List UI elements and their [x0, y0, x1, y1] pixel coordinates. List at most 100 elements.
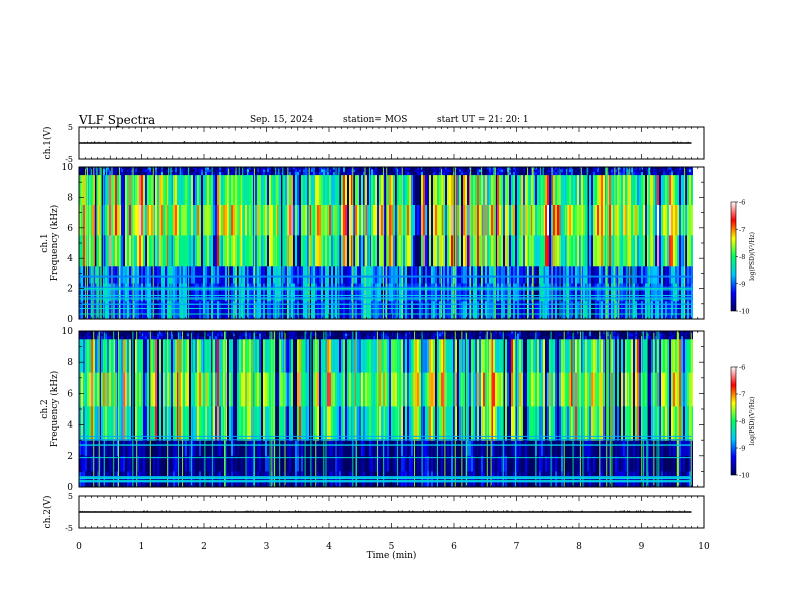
spectrogram-cell — [223, 406, 225, 441]
spectrogram-cell — [549, 265, 551, 285]
spectrogram-cell — [391, 235, 393, 267]
spectrogram-cell — [451, 169, 453, 173]
spectrogram-cell — [257, 301, 259, 320]
spectrogram-cell — [135, 455, 137, 472]
spectrogram-cell — [203, 172, 205, 176]
spectrogram-cell — [265, 406, 267, 441]
spectrogram-cell — [457, 301, 459, 320]
spectrogram-cell — [229, 406, 231, 441]
spectrogram-cell — [651, 265, 653, 285]
spectrogram-cell — [409, 301, 411, 320]
spectrogram-cell — [121, 167, 123, 171]
spectrogram-cell — [477, 235, 479, 267]
spectrogram-cell — [383, 174, 385, 206]
spectrogram-cell — [497, 172, 499, 176]
spectrogram-cell — [503, 169, 505, 173]
spectrogram-cell — [173, 455, 175, 472]
spectrogram-cell — [451, 235, 453, 267]
spectrogram-cell — [567, 172, 569, 176]
spectrogram-cell — [541, 172, 543, 176]
spectrogram-cell — [313, 301, 315, 320]
spectrogram-cell — [311, 338, 313, 374]
spectrogram-cell — [249, 440, 251, 457]
spectrogram-cell — [117, 301, 119, 320]
spectrogram-cell — [305, 265, 307, 285]
spectrogram-cell — [297, 235, 299, 267]
spectrogram-cell — [193, 372, 195, 407]
spectrogram-cell — [333, 301, 335, 320]
spectrogram-cell — [615, 169, 617, 173]
spectrogram-cell — [289, 333, 291, 337]
spectrogram-cell — [163, 172, 165, 176]
spectrogram-cell — [349, 235, 351, 267]
spectrogram-cell — [687, 283, 689, 302]
spectrogram-cell — [589, 174, 591, 206]
spectrogram-cell — [85, 333, 87, 337]
spectrogram-cell — [241, 169, 243, 173]
spectrogram-cell — [247, 336, 249, 340]
spectrogram-cell — [97, 372, 99, 407]
spectrogram-cell — [187, 440, 189, 457]
spectrogram-cell — [341, 167, 343, 171]
spectrogram-cell — [309, 205, 311, 236]
spectrogram-cell — [477, 301, 479, 320]
spectrogram-cell — [329, 283, 331, 302]
spectrogram-cell — [687, 235, 689, 267]
spectrogram-cell — [585, 283, 587, 302]
spectrogram-cell — [241, 336, 243, 340]
spectrogram-cell — [107, 169, 109, 173]
spectrogram-cell — [125, 336, 127, 340]
spectrogram-cell — [267, 406, 269, 441]
spectrogram-cell — [283, 167, 285, 171]
spectrogram-cell — [581, 301, 583, 320]
spectrogram-cell — [109, 440, 111, 457]
spectrogram-cell — [377, 265, 379, 285]
spectrogram-cell — [241, 406, 243, 441]
spectrogram-cell — [127, 331, 129, 335]
spectrogram-cell — [571, 172, 573, 176]
spectrogram-cell — [223, 172, 225, 176]
spectrogram-cell — [167, 205, 169, 236]
spectrogram-cell — [89, 338, 91, 374]
spectrogram-cell — [419, 205, 421, 236]
spectrogram-cell — [297, 336, 299, 340]
spectrogram-cell — [595, 172, 597, 176]
spectrogram-cell — [213, 174, 215, 206]
spectrogram-cell — [491, 235, 493, 267]
spectrogram-cell — [151, 235, 153, 267]
spectrogram-cell — [89, 455, 91, 472]
spectrogram-cell — [83, 174, 85, 206]
spectrogram-cell — [679, 167, 681, 171]
spectrogram-cell — [225, 174, 227, 206]
spectrogram-cell — [95, 372, 97, 407]
spectrogram-cell — [495, 283, 497, 302]
spectrogram-cell — [243, 455, 245, 472]
spectrogram-cell — [541, 235, 543, 267]
spectrogram-cell — [239, 205, 241, 236]
spectrogram-cell — [143, 440, 145, 457]
spectrogram-cell — [567, 265, 569, 285]
spectrogram-cell — [111, 331, 113, 335]
spectrogram-cell — [333, 283, 335, 302]
spectrogram-cell — [329, 235, 331, 267]
spectrogram-cell — [207, 174, 209, 206]
spectrogram-cell — [305, 455, 307, 472]
spectrogram-cell — [101, 169, 103, 173]
spectrogram-cell — [155, 172, 157, 176]
spectrogram-cell — [591, 174, 593, 206]
spectrogram-cell — [487, 174, 489, 206]
spectrogram-cell — [241, 331, 243, 335]
spectrogram-cell — [233, 440, 235, 457]
spectrogram-cell — [129, 167, 131, 171]
spectrogram-cell — [495, 174, 497, 206]
spectrogram-cell — [409, 265, 411, 285]
spectrogram-cell — [301, 338, 303, 374]
spectrogram-cell — [161, 440, 163, 457]
spectrogram-cell — [309, 455, 311, 472]
spectrogram-cell — [221, 283, 223, 302]
spectrogram-cell — [123, 331, 125, 335]
spectrogram-cell — [173, 471, 175, 488]
spectrogram-cell — [171, 338, 173, 374]
spectrogram-cell — [595, 235, 597, 267]
spectrogram-cell — [633, 265, 635, 285]
